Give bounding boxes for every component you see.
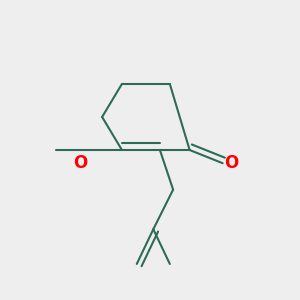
Text: O: O [74, 154, 88, 172]
Text: O: O [224, 154, 238, 172]
